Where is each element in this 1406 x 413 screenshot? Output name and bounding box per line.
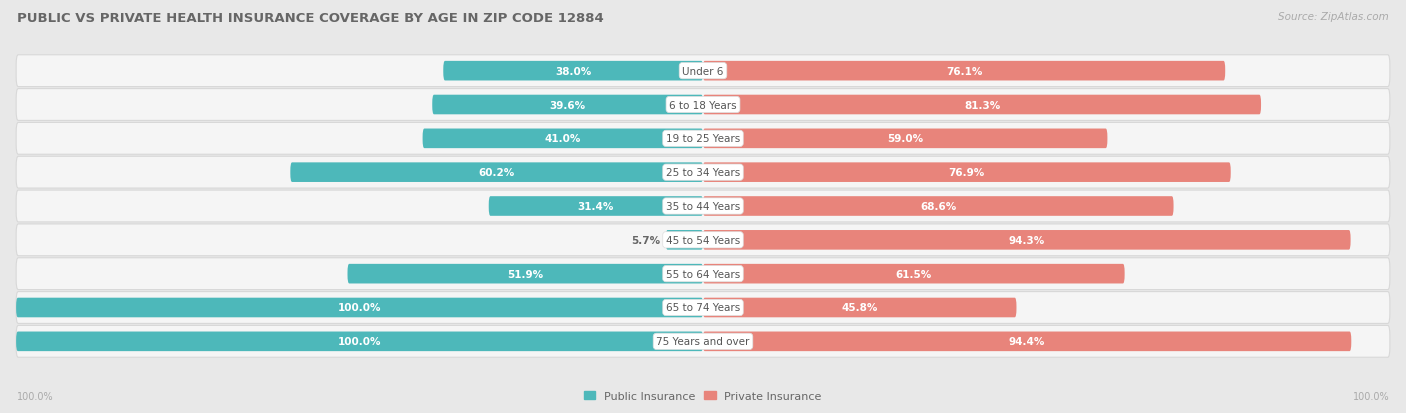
FancyBboxPatch shape [703,62,1225,81]
Text: 75 Years and over: 75 Years and over [657,337,749,347]
Text: 60.2%: 60.2% [478,168,515,178]
FancyBboxPatch shape [15,332,703,351]
FancyBboxPatch shape [703,95,1261,115]
Text: 5.7%: 5.7% [631,235,661,245]
Text: 68.6%: 68.6% [920,202,956,211]
FancyBboxPatch shape [703,298,1017,318]
FancyBboxPatch shape [290,163,703,183]
Text: 65 to 74 Years: 65 to 74 Years [666,303,740,313]
Text: 38.0%: 38.0% [555,66,592,76]
FancyBboxPatch shape [15,224,1391,256]
Text: 51.9%: 51.9% [508,269,543,279]
FancyBboxPatch shape [15,89,1391,121]
FancyBboxPatch shape [347,264,703,284]
Text: 25 to 34 Years: 25 to 34 Years [666,168,740,178]
Text: 76.1%: 76.1% [946,66,983,76]
FancyBboxPatch shape [703,332,1351,351]
Text: Under 6: Under 6 [682,66,724,76]
Text: 45.8%: 45.8% [842,303,877,313]
Text: 35 to 44 Years: 35 to 44 Years [666,202,740,211]
FancyBboxPatch shape [703,264,1125,284]
FancyBboxPatch shape [15,191,1391,222]
Text: 39.6%: 39.6% [550,100,586,110]
FancyBboxPatch shape [703,197,1174,216]
FancyBboxPatch shape [15,292,1391,324]
Text: 76.9%: 76.9% [949,168,986,178]
FancyBboxPatch shape [703,129,1108,149]
Text: 45 to 54 Years: 45 to 54 Years [666,235,740,245]
Legend: Public Insurance, Private Insurance: Public Insurance, Private Insurance [582,389,824,404]
Text: 6 to 18 Years: 6 to 18 Years [669,100,737,110]
Text: PUBLIC VS PRIVATE HEALTH INSURANCE COVERAGE BY AGE IN ZIP CODE 12884: PUBLIC VS PRIVATE HEALTH INSURANCE COVER… [17,12,603,25]
FancyBboxPatch shape [443,62,703,81]
Text: 94.4%: 94.4% [1010,337,1045,347]
FancyBboxPatch shape [432,95,703,115]
Text: 100.0%: 100.0% [337,303,381,313]
FancyBboxPatch shape [15,56,1391,88]
FancyBboxPatch shape [423,129,703,149]
FancyBboxPatch shape [15,298,703,318]
Text: 31.4%: 31.4% [578,202,614,211]
Text: Source: ZipAtlas.com: Source: ZipAtlas.com [1278,12,1389,22]
Text: 61.5%: 61.5% [896,269,932,279]
Text: 94.3%: 94.3% [1008,235,1045,245]
FancyBboxPatch shape [15,258,1391,290]
FancyBboxPatch shape [15,123,1391,155]
Text: 81.3%: 81.3% [965,100,1000,110]
FancyBboxPatch shape [15,325,1391,357]
Text: 59.0%: 59.0% [887,134,924,144]
Text: 100.0%: 100.0% [17,391,53,401]
FancyBboxPatch shape [703,230,1351,250]
Text: 100.0%: 100.0% [337,337,381,347]
FancyBboxPatch shape [666,230,703,250]
FancyBboxPatch shape [15,157,1391,189]
Text: 41.0%: 41.0% [544,134,581,144]
FancyBboxPatch shape [703,163,1230,183]
FancyBboxPatch shape [489,197,703,216]
Text: 100.0%: 100.0% [1353,391,1389,401]
Text: 19 to 25 Years: 19 to 25 Years [666,134,740,144]
Text: 55 to 64 Years: 55 to 64 Years [666,269,740,279]
